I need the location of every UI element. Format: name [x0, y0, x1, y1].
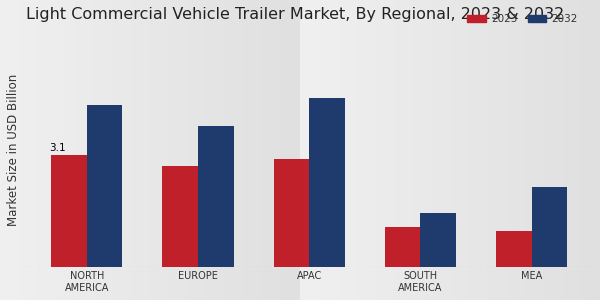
Bar — [198, 126, 233, 267]
Bar — [51, 155, 87, 267]
Bar — [532, 188, 567, 267]
Legend: 2023, 2032: 2023, 2032 — [463, 10, 582, 28]
Bar — [496, 231, 532, 267]
Bar — [421, 213, 456, 267]
Bar — [87, 105, 122, 267]
Bar — [309, 98, 345, 267]
Bar — [163, 166, 198, 267]
Bar — [274, 159, 309, 267]
Y-axis label: Market Size in USD Billion: Market Size in USD Billion — [7, 74, 20, 226]
Text: 3.1: 3.1 — [50, 143, 66, 153]
Text: Light Commercial Vehicle Trailer Market, By Regional, 2023 & 2032: Light Commercial Vehicle Trailer Market,… — [26, 7, 564, 22]
Bar — [385, 227, 421, 267]
